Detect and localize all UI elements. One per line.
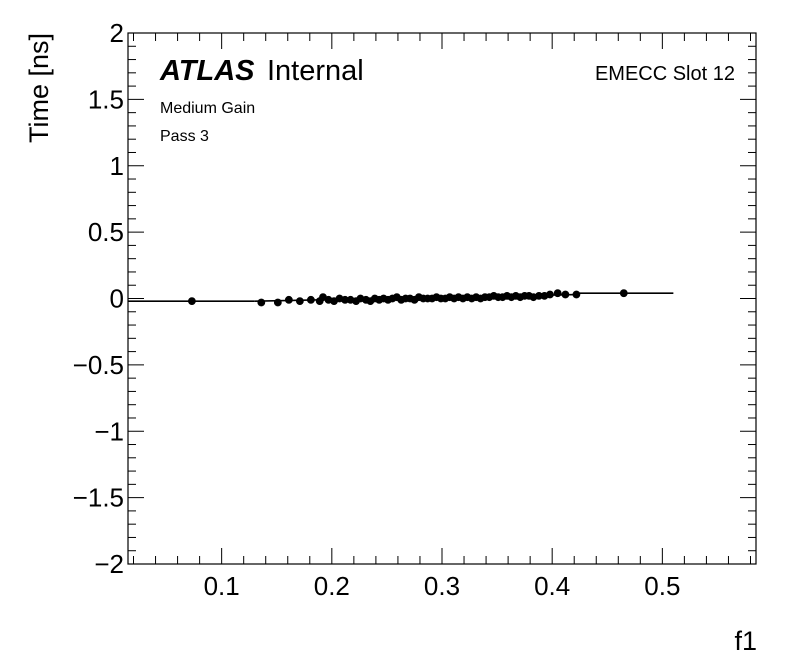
slot-label: EMECC Slot 12 <box>595 63 735 85</box>
y-tick-label: 2 <box>110 18 124 48</box>
x-tick-label: 0.5 <box>644 571 680 601</box>
data-point <box>284 295 293 304</box>
atlas-label-internal: Internal <box>267 55 364 87</box>
x-tick-label: 0.2 <box>314 571 350 601</box>
y-tick-label: −0.5 <box>73 350 124 380</box>
atlas-label-bold: ATLAS <box>159 55 255 87</box>
annotation-pass: Pass 3 <box>160 128 209 145</box>
data-point <box>546 290 554 299</box>
x-tick-label: 0.1 <box>204 571 240 601</box>
data-point <box>553 289 562 298</box>
data-point <box>295 297 304 306</box>
data-point <box>257 298 266 307</box>
data-point <box>188 297 196 306</box>
data-point <box>306 295 315 304</box>
data-point <box>619 289 628 298</box>
atlas-label: ATLAS Internal <box>159 55 364 87</box>
y-tick-label: −1.5 <box>73 483 124 513</box>
x-tick-label: 0.3 <box>424 571 460 601</box>
annotation-gain: Medium Gain <box>160 100 255 117</box>
y-axis-title: Time [ns] <box>24 33 54 143</box>
data-point <box>273 298 282 307</box>
data-points <box>188 289 628 307</box>
data-point <box>561 290 570 299</box>
x-axis-title: f1 <box>734 626 757 656</box>
axis-ticks <box>128 32 756 565</box>
y-tick-label: 1 <box>110 151 124 181</box>
x-tick-label: 0.4 <box>534 571 570 601</box>
y-tick-label: 0.5 <box>88 217 124 247</box>
y-tick-label: −2 <box>94 549 124 579</box>
tick-labels: 2 1.5 1 0.5 0 −0.5 −1 −1.5 −2 0.1 0.2 0.3 0.4 0.5 <box>73 18 681 601</box>
y-tick-label: 0 <box>110 284 124 314</box>
y-tick-label: 1.5 <box>88 84 124 114</box>
y-tick-label: −1 <box>94 416 124 446</box>
data-point <box>572 290 581 299</box>
